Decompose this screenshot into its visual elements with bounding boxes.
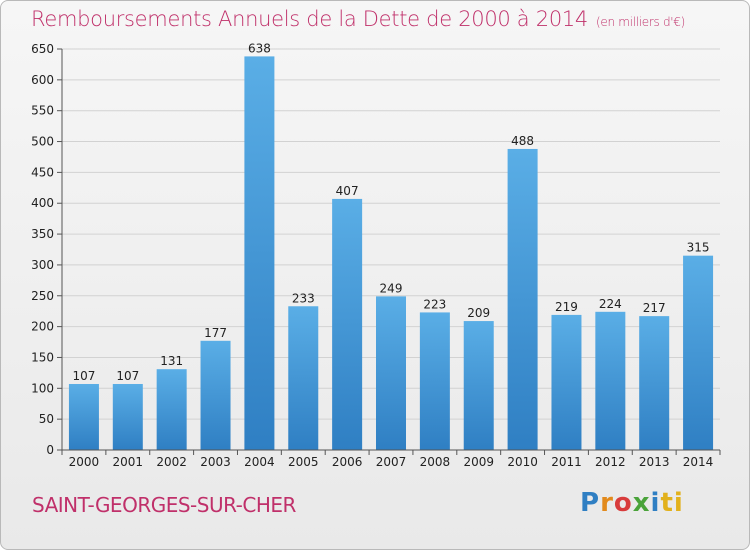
data-label-2011: 219	[555, 300, 578, 314]
bar-2004	[244, 56, 275, 450]
chart-title-text: Remboursements Annuels de la Dette de 20…	[31, 7, 588, 31]
y-axis: 0 50 100 150 200 250 300 350 400 450 500 550 600 650	[31, 42, 63, 457]
x-tick-label: 2010	[507, 455, 538, 469]
y-tick-label: 650	[31, 42, 54, 56]
bar-2001	[112, 383, 143, 450]
logo-letter: i	[650, 488, 661, 518]
bar-2006	[332, 198, 363, 450]
data-label-2000: 107	[72, 369, 95, 383]
y-tick-label: 350	[31, 227, 54, 241]
bar-2007	[376, 296, 406, 450]
x-tick-label: 2004	[244, 455, 275, 469]
bar-2012	[595, 311, 626, 450]
x-tick-label: 2011	[551, 455, 582, 469]
y-tick-label: 200	[31, 320, 54, 334]
bar-2010	[507, 148, 538, 451]
bar-2014	[683, 255, 714, 450]
x-tick-label: 2002	[156, 455, 187, 469]
data-label-2013: 217	[643, 301, 666, 315]
x-tick-label: 2014	[683, 455, 714, 469]
data-label-2006: 407	[336, 184, 359, 198]
y-tick-label: 250	[31, 289, 54, 303]
y-tick-label: 450	[31, 165, 54, 179]
y-tick-label: 500	[31, 135, 54, 149]
x-tick-label: 2003	[200, 455, 231, 469]
x-tick-label: 2013	[639, 455, 670, 469]
data-label-2003: 177	[204, 326, 227, 340]
logo-letter: x	[632, 488, 651, 518]
y-tick-label: 150	[31, 350, 54, 364]
logo-letter: P	[580, 488, 601, 518]
x-tick-label: 2012	[595, 455, 626, 469]
bar-2000	[68, 383, 99, 450]
x-tick-label: 2006	[332, 455, 363, 469]
chart-title: Remboursements Annuels de la Dette de 20…	[31, 7, 685, 31]
chart-unit: (en milliers d'€)	[596, 15, 686, 29]
x-tick-label: 2000	[69, 455, 100, 469]
y-tick-label: 600	[31, 73, 54, 87]
y-tick-label: 300	[31, 258, 54, 272]
bar-2002	[156, 369, 187, 450]
data-label-2002: 131	[160, 354, 183, 368]
data-label-2004: 638	[248, 41, 271, 55]
commune-name: SAINT-GEORGES-SUR-CHER	[32, 493, 296, 517]
data-label-2007: 249	[380, 281, 403, 295]
data-label-2010: 488	[511, 134, 534, 148]
bar-2005	[288, 306, 319, 450]
bar-2011	[551, 314, 582, 450]
bar-2013	[639, 316, 670, 450]
data-label-2005: 233	[292, 291, 315, 305]
bar-2008	[419, 312, 450, 450]
x-axis: 2000 2001 2002 2003 2004 2005 2006 2007 2008 2009…	[61, 449, 721, 469]
x-tick-label: 2007	[376, 455, 407, 469]
y-tick-label: 0	[46, 443, 54, 457]
x-tick-label: 2001	[113, 455, 144, 469]
y-tick-label: 50	[39, 412, 54, 426]
logo-letter: ti	[660, 488, 684, 518]
y-tick-label: 550	[31, 104, 54, 118]
logo-letter: r	[600, 488, 614, 518]
data-label-2012: 224	[599, 297, 622, 311]
y-tick-label: 100	[31, 381, 54, 395]
proxiti-logo[interactable]: Proxiti	[580, 488, 684, 518]
logo-letter: o	[613, 488, 633, 518]
x-tick-label: 2005	[288, 455, 319, 469]
data-label-2014: 315	[687, 241, 710, 255]
data-label-2009: 209	[467, 306, 490, 320]
data-label-2001: 107	[116, 369, 139, 383]
data-label-2008: 223	[423, 297, 446, 311]
bar-2003	[200, 340, 231, 450]
bar-2009	[463, 321, 494, 450]
x-tick-label: 2008	[420, 455, 451, 469]
x-tick-label: 2009	[463, 455, 494, 469]
bars: 107 107 131 177 638 233 407 249 223 209 488 219 224 2…	[68, 41, 714, 451]
y-tick-label: 400	[31, 196, 54, 210]
